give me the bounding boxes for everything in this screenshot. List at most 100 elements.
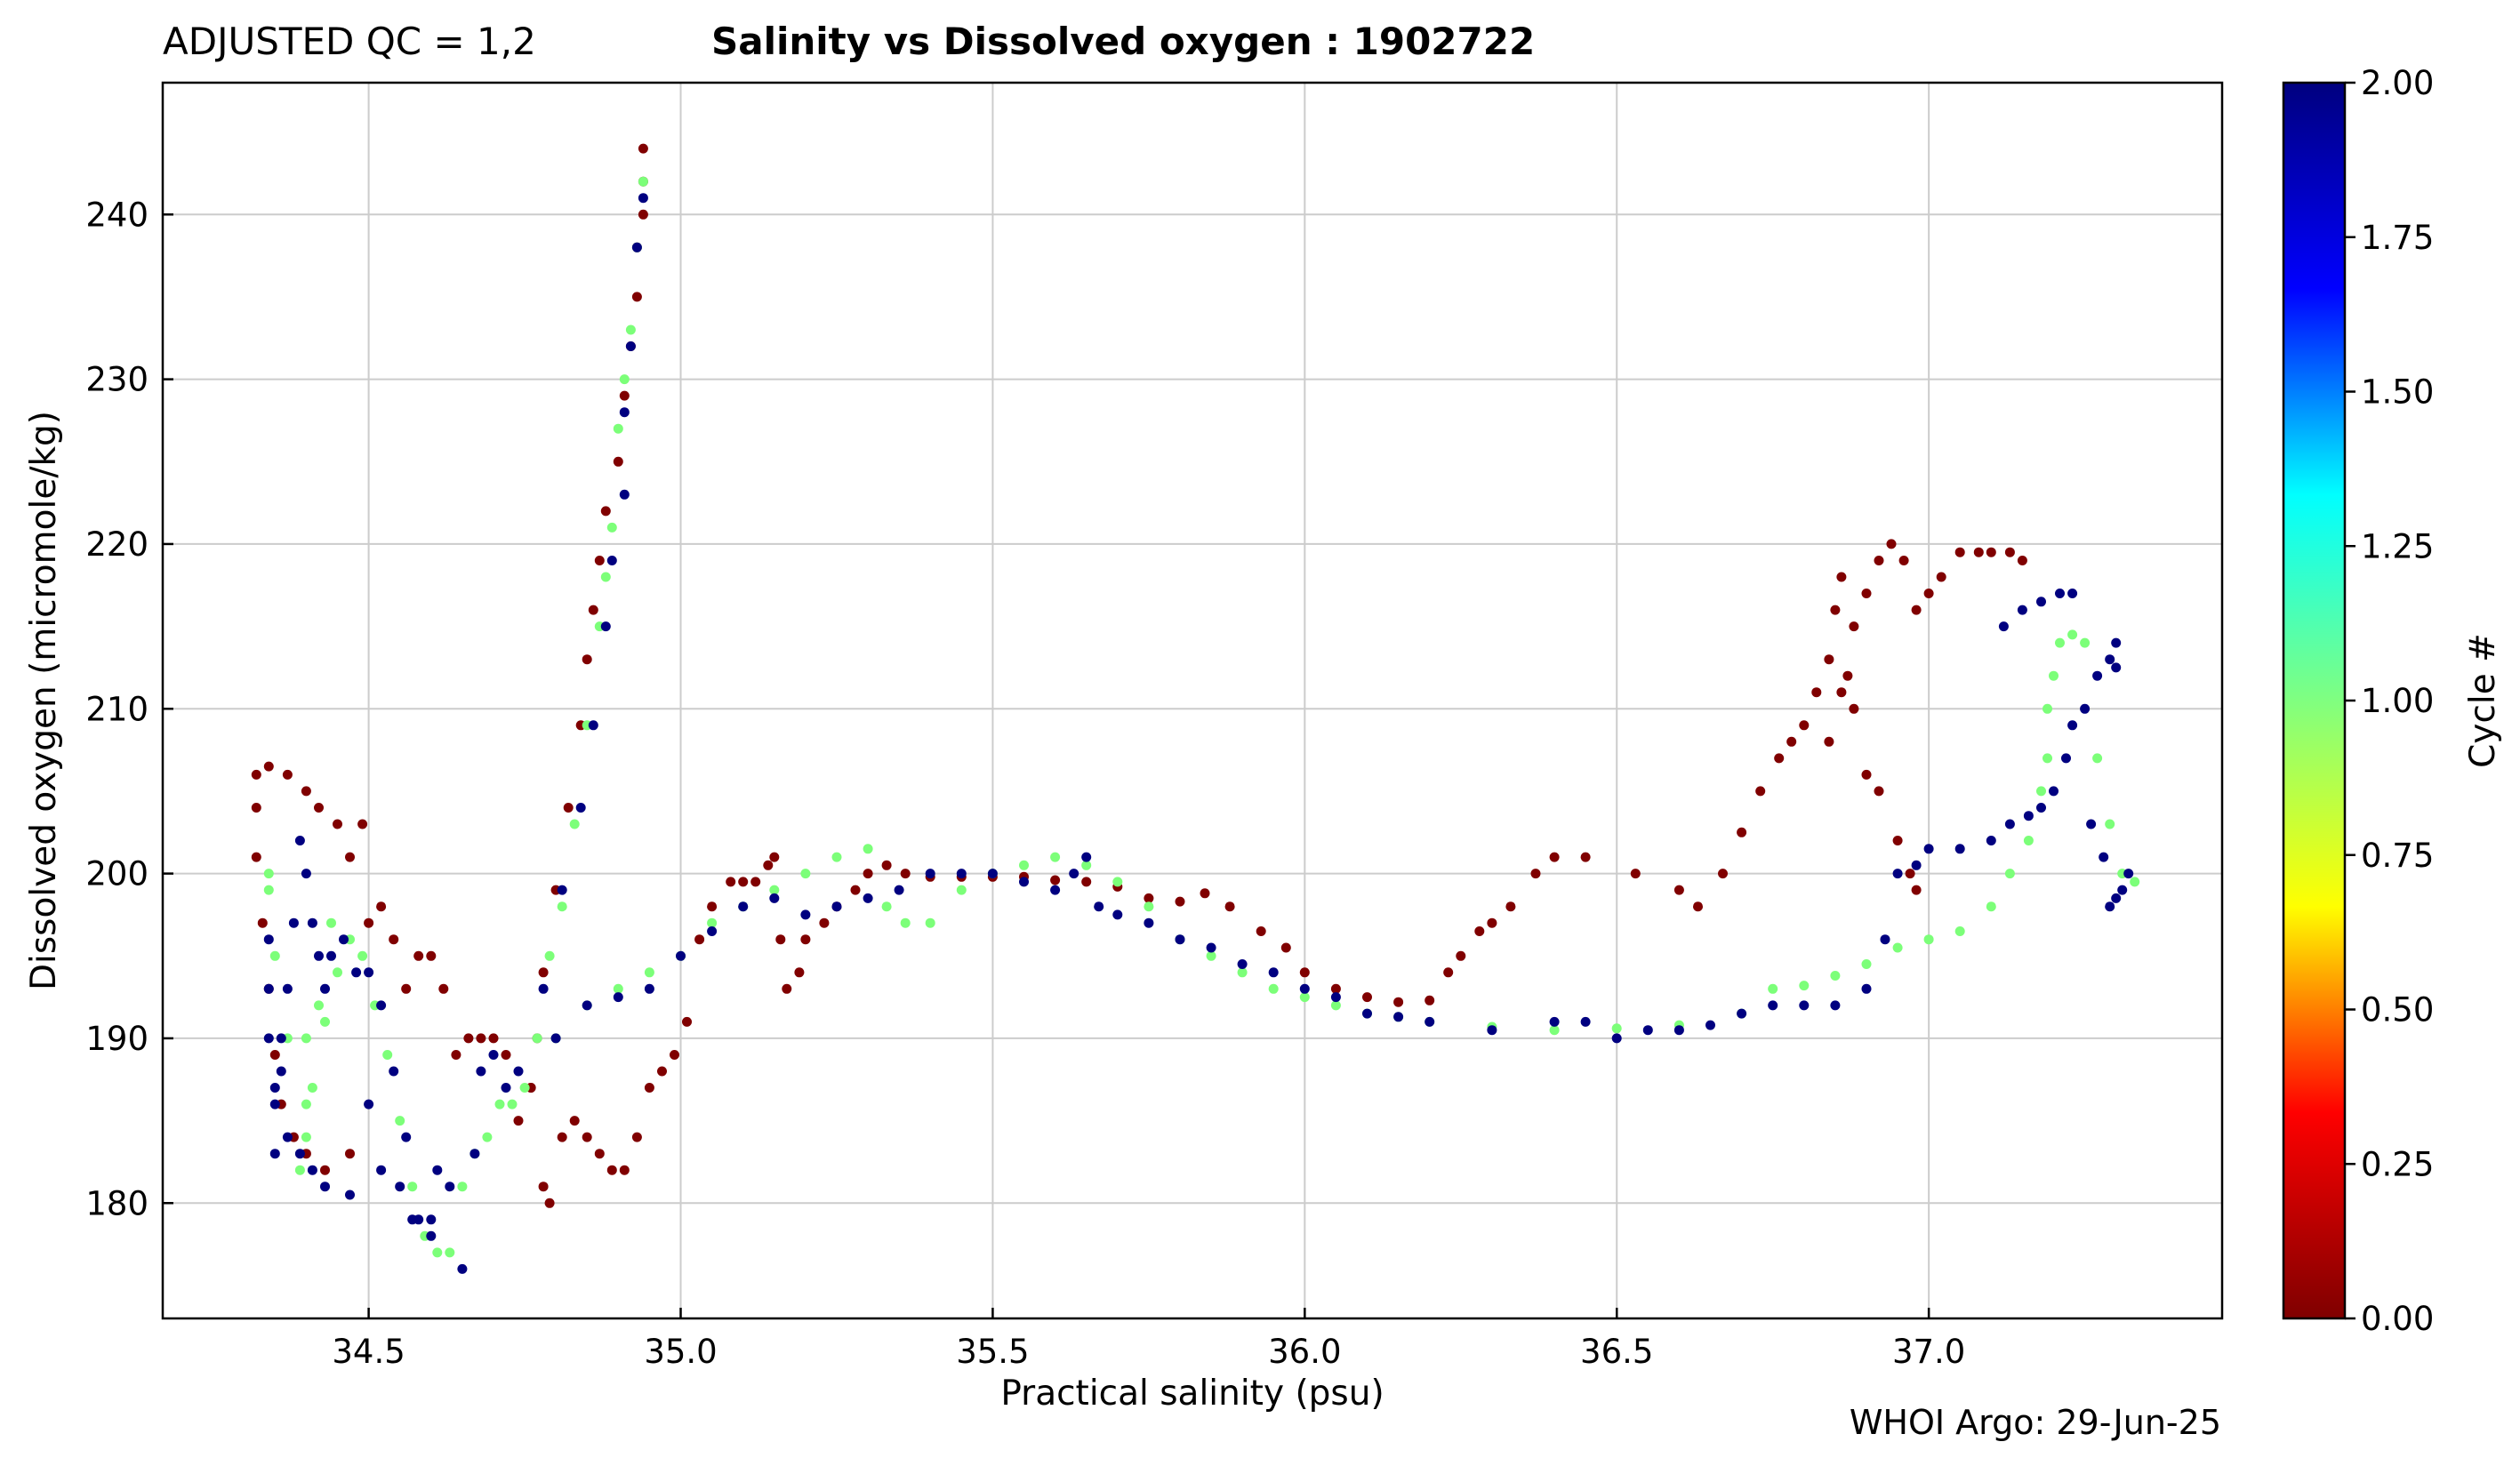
data-point-cycle-0 bbox=[1580, 852, 1591, 862]
data-point-cycle-0 bbox=[1849, 621, 1859, 632]
data-point-cycle-0 bbox=[594, 556, 605, 565]
data-point-cycle-2 bbox=[2049, 786, 2059, 797]
data-point-cycle-0 bbox=[320, 1165, 330, 1175]
data-point-cycle-1 bbox=[638, 176, 648, 187]
data-point-cycle-0 bbox=[1892, 836, 1903, 845]
data-point-cycle-1 bbox=[294, 1165, 305, 1175]
data-point-cycle-2 bbox=[1880, 934, 1890, 945]
data-point-cycle-0 bbox=[1755, 786, 1766, 797]
data-point-cycle-0 bbox=[707, 901, 718, 912]
data-point-cycle-2 bbox=[294, 1149, 305, 1159]
data-point-cycle-1 bbox=[320, 1016, 330, 1027]
data-point-cycle-0 bbox=[476, 1033, 486, 1044]
data-point-cycle-0 bbox=[569, 1116, 580, 1126]
y-axis-ticks: 180 190 200 210 220 230 240 bbox=[85, 196, 173, 1222]
data-point-cycle-1 bbox=[382, 1050, 393, 1060]
data-point-cycle-2 bbox=[606, 556, 617, 565]
data-point-cycle-0 bbox=[1824, 736, 1834, 747]
data-point-cycle-1 bbox=[1799, 981, 1810, 991]
data-point-cycle-0 bbox=[1886, 539, 1897, 549]
data-point-cycle-0 bbox=[794, 967, 805, 978]
data-point-cycle-1 bbox=[519, 1083, 530, 1093]
data-point-cycle-1 bbox=[831, 852, 842, 862]
data-point-cycle-2 bbox=[619, 489, 630, 500]
y-tick-label: 220 bbox=[85, 525, 148, 564]
data-point-cycle-0 bbox=[1144, 893, 1154, 903]
data-point-cycle-0 bbox=[251, 769, 261, 780]
data-point-cycle-1 bbox=[301, 1132, 311, 1142]
data-point-cycle-0 bbox=[345, 852, 355, 862]
data-point-cycle-2 bbox=[2080, 703, 2091, 714]
data-point-cycle-0 bbox=[1861, 589, 1872, 598]
data-point-cycle-0 bbox=[1824, 654, 1834, 665]
data-point-cycle-1 bbox=[625, 324, 636, 335]
data-point-cycle-2 bbox=[364, 967, 374, 978]
data-point-cycle-0 bbox=[1799, 720, 1810, 731]
data-point-cycle-0 bbox=[631, 292, 642, 302]
data-point-cycle-0 bbox=[769, 852, 780, 862]
data-point-cycle-0 bbox=[1905, 869, 1915, 879]
data-point-cycle-2 bbox=[2023, 811, 2034, 821]
data-point-cycle-0 bbox=[357, 819, 368, 829]
data-point-cycle-0 bbox=[1923, 589, 1934, 598]
data-point-cycle-1 bbox=[1144, 901, 1154, 912]
data-point-cycle-0 bbox=[1280, 942, 1291, 953]
data-point-cycle-2 bbox=[1549, 1016, 1560, 1027]
data-point-cycle-2 bbox=[276, 1066, 286, 1077]
data-point-cycle-0 bbox=[682, 1016, 692, 1027]
data-point-cycle-0 bbox=[544, 1198, 555, 1208]
data-point-cycle-2 bbox=[314, 950, 324, 961]
data-point-cycle-0 bbox=[401, 983, 412, 994]
data-point-cycle-2 bbox=[320, 1182, 330, 1192]
data-point-cycle-1 bbox=[395, 1116, 405, 1126]
data-point-cycle-1 bbox=[1923, 934, 1934, 945]
data-points bbox=[251, 143, 2140, 1274]
data-point-cycle-1 bbox=[900, 917, 911, 928]
data-point-cycle-2 bbox=[1069, 869, 1079, 879]
chart-title: Salinity vs Dissolved oxygen : 1902722 bbox=[711, 20, 1536, 63]
data-point-cycle-2 bbox=[1425, 1016, 1435, 1027]
data-point-cycle-0 bbox=[1861, 769, 1872, 780]
data-point-cycle-0 bbox=[1050, 875, 1061, 885]
colorbar-tick-label: 1.50 bbox=[2361, 373, 2434, 412]
data-point-cycle-0 bbox=[1842, 670, 1853, 681]
data-point-cycle-2 bbox=[432, 1165, 443, 1175]
data-point-cycle-2 bbox=[476, 1066, 486, 1077]
data-point-cycle-0 bbox=[850, 885, 861, 895]
colorbar-tick-label: 0.25 bbox=[2361, 1145, 2434, 1183]
data-point-cycle-0 bbox=[263, 761, 274, 772]
data-point-cycle-1 bbox=[881, 901, 892, 912]
data-point-cycle-1 bbox=[2130, 877, 2140, 887]
data-point-cycle-0 bbox=[538, 967, 549, 978]
data-point-cycle-1 bbox=[1081, 860, 1092, 870]
data-point-cycle-1 bbox=[2105, 819, 2115, 829]
data-point-cycle-2 bbox=[1892, 869, 1903, 879]
data-point-cycle-2 bbox=[326, 950, 336, 961]
data-point-cycle-0 bbox=[694, 934, 705, 945]
data-point-cycle-0 bbox=[1474, 926, 1485, 936]
data-point-cycle-1 bbox=[2004, 869, 2015, 879]
data-point-cycle-1 bbox=[2042, 753, 2052, 764]
data-point-cycle-2 bbox=[538, 983, 549, 994]
data-point-cycle-2 bbox=[2111, 893, 2122, 903]
data-point-cycle-2 bbox=[550, 1033, 561, 1044]
data-point-cycle-1 bbox=[2036, 786, 2046, 797]
colorbar-tick-label: 1.75 bbox=[2361, 219, 2434, 257]
data-point-cycle-2 bbox=[269, 1099, 280, 1110]
data-point-cycle-0 bbox=[1849, 703, 1859, 714]
plot-frame bbox=[161, 81, 2224, 1320]
data-point-cycle-1 bbox=[269, 950, 280, 961]
data-point-cycle-1 bbox=[532, 1033, 542, 1044]
data-point-cycle-1 bbox=[800, 869, 811, 879]
data-point-cycle-1 bbox=[544, 950, 555, 961]
data-point-cycle-1 bbox=[1954, 926, 1965, 936]
data-point-cycle-0 bbox=[314, 803, 324, 813]
data-point-cycle-2 bbox=[2092, 670, 2103, 681]
data-point-cycle-0 bbox=[376, 901, 387, 912]
data-point-cycle-2 bbox=[282, 983, 293, 994]
data-point-cycle-0 bbox=[1911, 885, 1922, 895]
data-point-cycle-1 bbox=[357, 950, 368, 961]
data-point-cycle-2 bbox=[401, 1132, 412, 1142]
data-point-cycle-1 bbox=[1112, 877, 1123, 887]
